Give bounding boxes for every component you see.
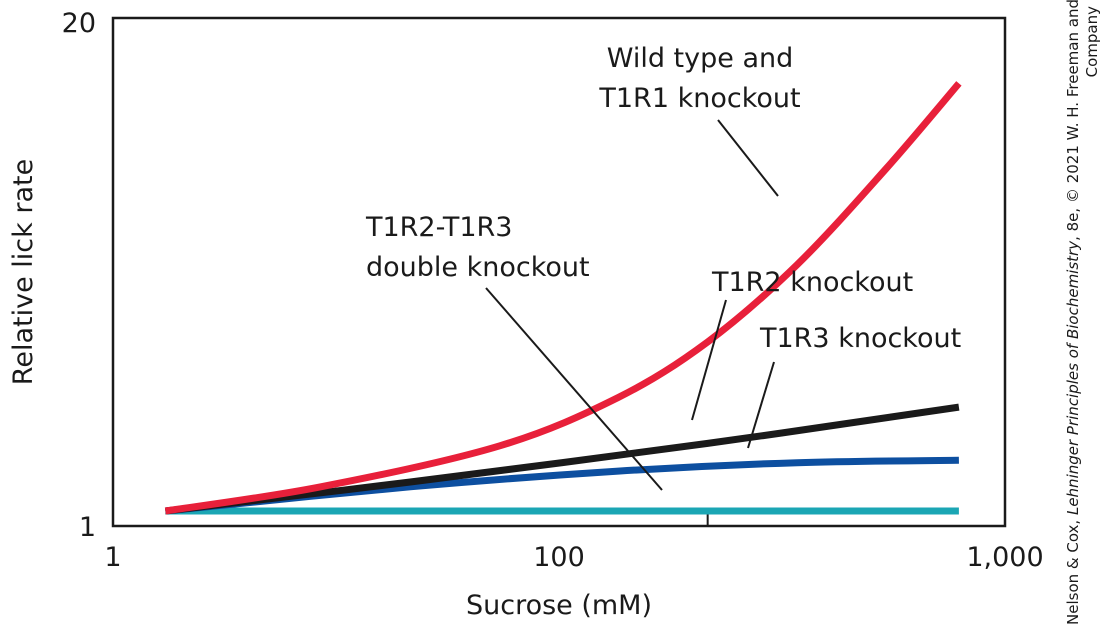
y-tick-label-20: 20	[62, 8, 96, 39]
x-tick-label-100: 100	[533, 542, 585, 573]
annotation-double-knockout-line1: T1R2-T1R3	[365, 212, 512, 243]
leader-line-t1r3	[747, 361, 775, 449]
credit-line-1: Nelson & Cox, Lehninger Principles of Bi…	[1064, 0, 1082, 625]
credit-part-3: , 8e, © 2021 W. H. Freeman and	[1064, 0, 1082, 241]
y-axis-label: Relative lick rate	[8, 159, 39, 385]
leader-line-double-knockout	[485, 287, 663, 491]
credit-line-2: Company	[1083, 6, 1101, 77]
x-axis-label: Sucrose (mM)	[466, 590, 652, 621]
annotation-t1r3: T1R3 knockout	[759, 323, 961, 354]
leader-line-t1r2	[691, 299, 727, 421]
y-tick-label-1: 1	[79, 512, 96, 543]
x-tick-label-1: 1	[104, 542, 121, 573]
plot-frame	[111, 16, 1007, 528]
series-line-t1r3-knockout	[165, 456, 959, 515]
annotation-wild-type-line1: Wild type and	[607, 43, 794, 74]
x-tick-label-1000: 1,000	[966, 542, 1043, 573]
credit-part-1: Nelson & Cox,	[1064, 515, 1082, 625]
annotation-t1r2: T1R2 knockout	[711, 267, 913, 298]
leader-line-wild-type	[717, 119, 779, 197]
annotation-wild-type-line2: T1R1 knockout	[598, 83, 800, 114]
credit-book-title: Lehninger Principles of Biochemistry	[1064, 240, 1082, 515]
series-layer	[164, 81, 962, 515]
series-line-wild-type	[164, 81, 962, 515]
annotation-double-knockout-line2: double knockout	[366, 252, 590, 283]
leader-layer	[485, 119, 779, 491]
